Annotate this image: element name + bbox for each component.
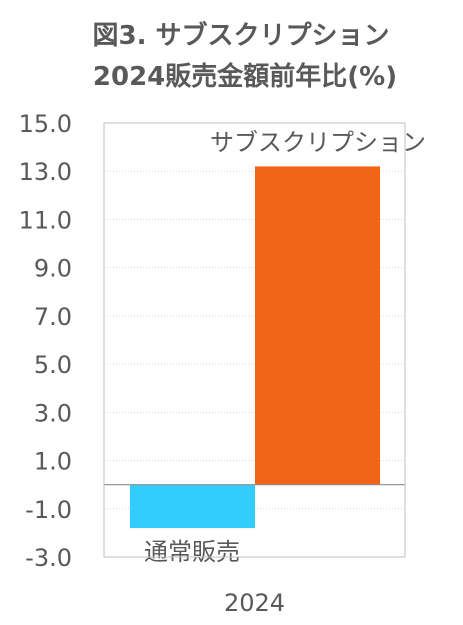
y-tick-label: 1.0: [34, 448, 72, 476]
x-tick-label-2024: 2024: [224, 589, 285, 617]
y-tick-label: 9.0: [34, 255, 72, 283]
chart-title-line-2: 2024販売金額前年比(%): [93, 61, 397, 92]
series-label-regular-sales: 通常販売: [144, 538, 240, 566]
bar-regular-sales: [130, 484, 255, 529]
bar-subscription: [255, 166, 380, 485]
y-axis: 15.0 13.0 11.0 9.0 7.0 5.0 3.0 1.0 -1.0 -3.0: [19, 110, 72, 572]
y-tick-label: 15.0: [19, 110, 72, 138]
bars: [130, 166, 380, 529]
y-tick-label: 5.0: [34, 351, 72, 379]
chart-title-line-1: 図3. サブスクリプション: [92, 20, 389, 51]
y-tick-label: 13.0: [19, 158, 72, 186]
y-tick-label: 11.0: [19, 206, 72, 234]
y-tick-label: -1.0: [25, 496, 72, 524]
plot-area-border: [103, 122, 406, 558]
y-tick-label: 3.0: [34, 399, 72, 427]
data-labels: 通常販売 サブスクリプション: [144, 128, 426, 566]
y-tick-label: -3.0: [25, 544, 72, 572]
y-tick-label: 7.0: [34, 303, 72, 331]
series-label-subscription: サブスクリプション: [210, 128, 426, 156]
